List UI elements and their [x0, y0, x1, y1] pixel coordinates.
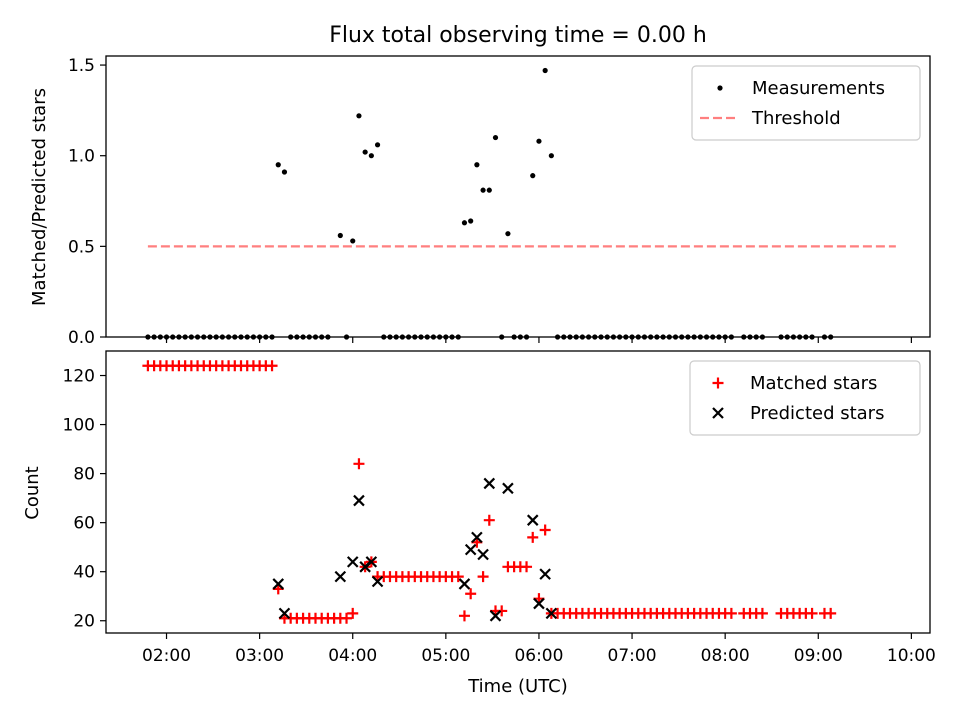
data-point [545, 607, 558, 620]
data-point [464, 543, 477, 556]
y-tick-label: 100 [63, 416, 95, 436]
data-point [341, 612, 353, 624]
y-tick-label: 20 [73, 612, 95, 632]
data-point [477, 548, 489, 561]
y-tick-label: 120 [63, 367, 95, 387]
x-tick-label: 09:00 [794, 646, 843, 666]
top-chart-title: Flux total observing time = 0.00 h [329, 23, 707, 48]
y-tick-label: 60 [73, 514, 95, 534]
top-legend: Measurements Threshold [691, 65, 921, 141]
legend-label: Predicted stars [750, 403, 884, 424]
data-point [725, 607, 737, 619]
y-tick-label: 1.0 [68, 147, 95, 167]
data-point [458, 578, 471, 590]
data-point [536, 138, 542, 144]
legend-label: Measurements [752, 78, 885, 99]
bottom-legend: Matched stars Predicted stars [689, 360, 921, 436]
data-point [278, 607, 291, 620]
data-point [526, 514, 539, 526]
legend-box [689, 360, 921, 436]
data-point [527, 531, 539, 543]
y-tick-label: 40 [73, 563, 95, 583]
data-point [496, 605, 508, 617]
data-point [477, 571, 489, 583]
data-point [368, 153, 374, 159]
data-point [272, 578, 285, 590]
y-tick-label: 0.5 [68, 237, 95, 257]
data-point [458, 610, 470, 622]
data-point [825, 607, 837, 619]
data-point [452, 571, 464, 583]
legend-label: Matched stars [750, 373, 877, 394]
data-point [350, 238, 356, 244]
legend-handle [712, 377, 724, 389]
x-tick-label: 04:00 [328, 646, 377, 666]
legend-box [691, 65, 921, 141]
data-point [474, 162, 480, 168]
legend-label: Threshold [751, 108, 841, 129]
data-point [502, 482, 514, 495]
data-point [353, 458, 365, 470]
data-point [353, 494, 365, 507]
data-point [505, 231, 511, 237]
x-tick-label: 06:00 [514, 646, 563, 666]
top-panel: 0.0 0.5 1.0 1.5 Measurements Threshold [68, 55, 931, 348]
data-point [486, 187, 492, 193]
x-tick-label: 02:00 [142, 646, 191, 666]
data-point [483, 477, 496, 490]
top-series-measurements [145, 67, 834, 340]
legend-handle [717, 85, 723, 91]
top-y-axis-label: Matched/Predicted stars [29, 88, 50, 306]
data-point [465, 588, 477, 600]
y-tick-label: 0.0 [68, 328, 95, 348]
data-point [756, 607, 768, 619]
data-point [539, 568, 551, 580]
data-point [471, 531, 483, 544]
data-point [542, 67, 548, 74]
data-point [362, 149, 368, 155]
data-point [533, 597, 545, 610]
bottom-series-predicted-stars [272, 477, 558, 622]
data-point [371, 575, 384, 588]
data-point [337, 232, 343, 239]
y-tick-label: 80 [73, 465, 95, 485]
x-tick-label: 08:00 [701, 646, 750, 666]
legend-handle [712, 407, 724, 419]
data-point [266, 360, 278, 372]
data-point [275, 162, 281, 168]
x-axis-label: Time (UTC) [467, 676, 568, 697]
bottom-axes-frame [105, 350, 931, 634]
bottom-y-axis-label: Count [22, 466, 43, 519]
data-point [461, 220, 468, 226]
data-point [480, 187, 486, 193]
data-point [347, 607, 359, 619]
data-point [334, 570, 347, 583]
data-point [365, 556, 378, 568]
y-tick-label: 1.5 [68, 56, 95, 76]
data-point [356, 113, 362, 119]
x-tick-label: 03:00 [235, 646, 284, 666]
top-axes-frame [105, 55, 931, 338]
data-point [468, 218, 474, 224]
data-point [492, 134, 499, 141]
bottom-series-matched-stars [142, 360, 837, 624]
x-tick-label: 10:00 [887, 646, 936, 666]
data-point [346, 556, 359, 568]
data-point [530, 173, 536, 179]
data-point [539, 524, 551, 536]
data-point [548, 153, 554, 159]
data-point [489, 610, 502, 622]
bottom-panel: 20 40 60 80 100 120 02:00 03:00 04:00 05:00 06:00 0… [63, 350, 936, 666]
data-point [483, 514, 495, 526]
x-tick-label: 05:00 [421, 646, 470, 666]
data-point [806, 607, 818, 619]
data-point [374, 142, 381, 148]
x-tick-label: 07:00 [608, 646, 657, 666]
data-point [521, 561, 533, 573]
data-point [281, 169, 288, 175]
